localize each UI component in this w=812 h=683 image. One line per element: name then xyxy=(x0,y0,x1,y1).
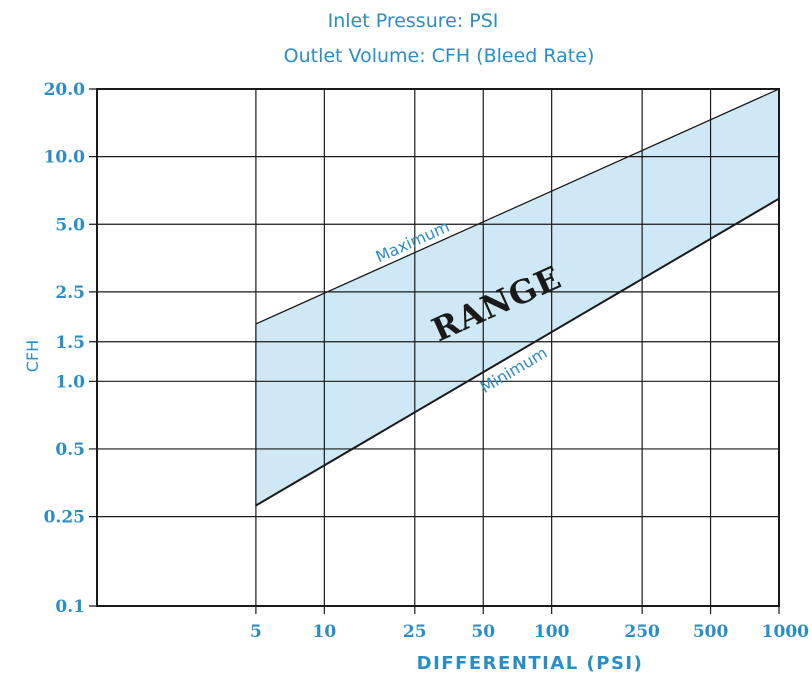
y-tick-label: 1.0 xyxy=(55,372,85,392)
x-tick-label: 500 xyxy=(693,622,729,642)
x-tick-label: 100 xyxy=(534,622,570,642)
y-tick-label: 10.0 xyxy=(44,148,86,168)
x-axis-label: DIFFERENTIAL (PSI) xyxy=(417,653,644,674)
y-tick-label: 0.5 xyxy=(55,440,85,460)
x-tick-label: 25 xyxy=(403,622,427,642)
tick-label-layer: 0.1 0.25 0.5 1.0 1.5 2.5 5.0 10.0 20.0 5 10 25 50 100… xyxy=(44,80,810,642)
y-tick-label: 1.5 xyxy=(55,333,85,353)
y-tick-label: 20.0 xyxy=(44,80,86,100)
series-layer xyxy=(255,88,780,507)
y-tick-label: 5.0 xyxy=(55,215,85,235)
maximum-line xyxy=(255,88,780,325)
y-tick-label: 2.5 xyxy=(55,283,85,303)
grid-layer xyxy=(89,88,780,614)
x-tick-label: 5 xyxy=(250,622,262,642)
x-tick-label: 10 xyxy=(312,622,336,642)
x-tick-label: 250 xyxy=(624,622,660,642)
chart-title: Inlet Pressure: PSI xyxy=(328,10,499,32)
y-axis-label: CFH xyxy=(23,340,42,372)
x-tick-label: 1000 xyxy=(762,622,809,642)
minimum-line xyxy=(255,197,780,507)
y-tick-label: 0.25 xyxy=(44,508,85,528)
x-tick-label: 50 xyxy=(471,622,495,642)
chart-subtitle: Outlet Volume: CFH (Bleed Rate) xyxy=(284,45,595,67)
y-tick-label: 0.1 xyxy=(55,597,85,617)
plot-frame xyxy=(96,88,780,607)
